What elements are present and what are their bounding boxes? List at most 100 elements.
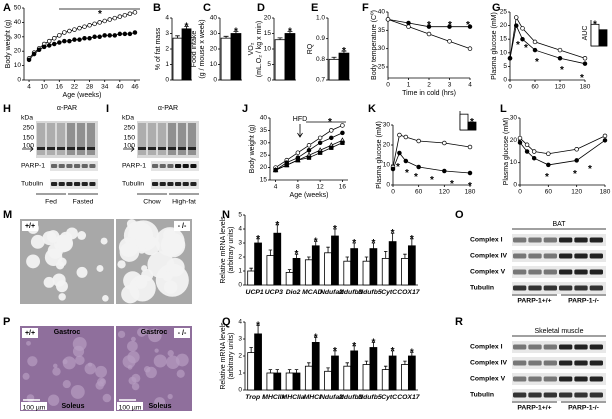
category-label: Ndufa2 [320, 289, 343, 296]
bar [388, 355, 397, 391]
blot-band [513, 392, 527, 398]
texture [148, 328, 162, 343]
significance: * [391, 346, 395, 357]
data-point [62, 30, 67, 35]
texture [162, 271, 173, 282]
data-point [97, 20, 102, 25]
texture [95, 365, 108, 378]
data-point [273, 167, 278, 173]
y-tick-label: 10 [500, 49, 508, 56]
significance: * [405, 168, 409, 179]
category-label: CytC [381, 394, 397, 401]
y-axis-label: RQ [307, 43, 314, 54]
blot-band [81, 182, 88, 186]
blot-smear [178, 123, 186, 155]
data-point [524, 142, 530, 148]
significance: * [288, 27, 292, 38]
blot-band [159, 182, 166, 186]
y-tick-label: 20 [383, 142, 391, 149]
data-point [426, 24, 432, 29]
significance: * [573, 169, 577, 180]
panel-label: L [500, 103, 507, 115]
blot-band [188, 147, 196, 150]
y-tick-label: 10 [264, 46, 272, 53]
significance: * [333, 346, 337, 357]
arrow [297, 124, 303, 138]
data-point [403, 134, 409, 140]
row-label: Tubulin [122, 181, 144, 188]
bar [266, 255, 275, 286]
y-tick-label: 40 [210, 15, 218, 22]
bar [324, 252, 332, 286]
error-bar [383, 251, 388, 259]
texture [30, 234, 45, 249]
blot-band [528, 253, 542, 259]
significance: * [314, 237, 318, 248]
x-tick-label: 0 [386, 82, 390, 89]
data-point [92, 21, 97, 27]
blot-smear [168, 123, 176, 155]
category-label: Dio2 [286, 289, 301, 296]
significance: * [185, 22, 189, 33]
error-bar [333, 228, 337, 236]
row-label: Tubulin [21, 181, 43, 188]
y-tick-label: 10 [14, 62, 22, 69]
data-point [122, 12, 128, 18]
blot-band [513, 237, 527, 243]
data-point [557, 55, 563, 61]
row-label: Complex V [470, 269, 506, 276]
panel-label: A [3, 2, 11, 14]
bar [273, 372, 282, 391]
panel-label: J [242, 103, 248, 115]
bar [343, 365, 352, 391]
x-tick-label: 22 [71, 84, 79, 91]
error-bar [364, 360, 369, 365]
y-tick-label: 40 [14, 19, 22, 26]
bar [266, 372, 275, 391]
error-bar [275, 369, 280, 373]
y-axis-label: Relative mRNA levels [220, 216, 227, 284]
blot-band [589, 269, 603, 275]
bar [343, 260, 352, 286]
group-label: PARP-1-/- [568, 405, 599, 412]
data-point [602, 138, 608, 143]
y-axis-label: AUC [582, 26, 589, 41]
error-bar [403, 360, 407, 365]
blot-band [528, 376, 542, 382]
blot-title: Skeletal muscle [534, 328, 583, 335]
data-point [317, 140, 323, 146]
category-label: CytC [381, 289, 397, 296]
x-tick-label: 120 [555, 84, 566, 91]
blot-band [47, 147, 55, 150]
data-point [62, 38, 67, 44]
error-bar [175, 35, 180, 39]
blot-band [513, 376, 527, 382]
data-point [36, 47, 42, 53]
blot-band [574, 253, 588, 259]
data-point [467, 24, 473, 29]
texture [117, 330, 126, 339]
error-bar [256, 238, 260, 243]
bar [407, 355, 416, 391]
label-box [174, 328, 190, 338]
blot-band [37, 147, 45, 150]
significance: * [371, 337, 375, 348]
texture [75, 355, 85, 366]
x-tick-label: 0 [391, 189, 395, 196]
bar [459, 113, 469, 131]
error-bar [341, 50, 347, 54]
y-tick-label: 25 [378, 64, 386, 71]
error-bar [307, 256, 311, 260]
bar [407, 245, 416, 286]
row-label: Complex IV [470, 253, 507, 260]
texture [43, 276, 55, 288]
y-tick-label: 0 [513, 182, 517, 189]
data-point [406, 24, 411, 29]
genotype-label: - /- [178, 223, 187, 230]
texture [145, 366, 157, 379]
row-label: Tubulin [470, 392, 494, 399]
blot-band [77, 147, 85, 150]
data-point [329, 145, 334, 150]
blot-band [159, 164, 166, 168]
blot-band [66, 182, 73, 186]
